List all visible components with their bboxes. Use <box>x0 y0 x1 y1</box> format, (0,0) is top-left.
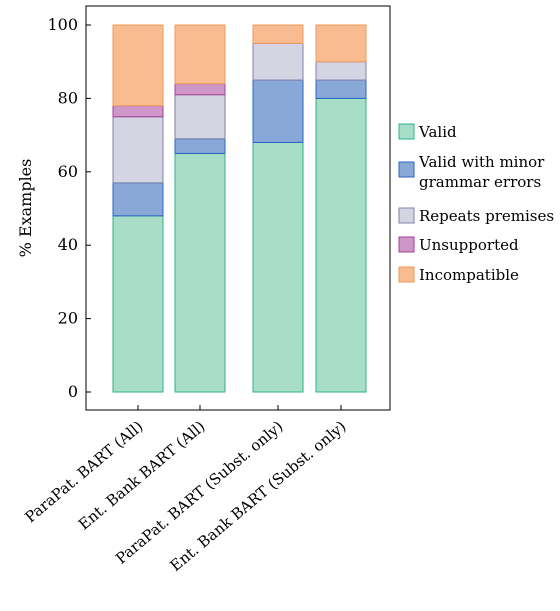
y-tick-label: 80 <box>58 88 78 107</box>
bar-segment-incompatible <box>252 24 304 44</box>
legend-label-valid-minor-grammar: Valid with minor grammar errors <box>418 153 545 191</box>
y-axis: 0 20 40 60 80 100 <box>47 15 91 401</box>
bar-segment-valid <box>315 97 367 393</box>
bar-segment-valid <box>174 152 226 393</box>
bar-segment-repeats-premises <box>252 42 304 81</box>
y-tick-label: 60 <box>58 162 78 181</box>
legend-swatch-incompatible <box>398 266 415 283</box>
bar-segment-valid <box>252 141 304 393</box>
plot-frame <box>85 5 391 411</box>
bar-segment-unsupported <box>112 105 164 118</box>
legend-label-repeats-premises: Repeats premises <box>419 207 554 225</box>
x-axis: ParaPat. BART (All)Ent. Bank BART (All)P… <box>21 405 350 575</box>
bars <box>112 24 367 393</box>
bar-segment-valid-minor-grammar <box>112 182 164 217</box>
x-tick-label: ParaPat. BART (All) <box>21 417 146 526</box>
bar-segment-valid-minor-grammar <box>315 79 367 99</box>
legend-swatch-valid <box>398 123 415 140</box>
legend-swatch-valid-minor-grammar <box>398 161 415 178</box>
y-axis-label: % Examples <box>16 159 35 258</box>
bar-segment-valid-minor-grammar <box>252 79 304 143</box>
y-tick-label: 0 <box>68 382 78 401</box>
bar-segment-incompatible <box>174 24 226 85</box>
bar-segment-repeats-premises <box>315 61 367 81</box>
bar-segment-incompatible <box>315 24 367 63</box>
bar-segment-repeats-premises <box>112 116 164 184</box>
legend: Valid Valid with minor grammar errors Repea… <box>398 123 554 284</box>
bar-segment-valid-minor-grammar <box>174 138 226 154</box>
legend-swatch-unsupported <box>398 236 415 253</box>
bar-segment-repeats-premises <box>174 94 226 140</box>
legend-swatch-repeats-premises <box>398 207 415 224</box>
y-tick-label: 40 <box>58 235 78 254</box>
y-tick-label: 20 <box>58 309 78 328</box>
bar-segment-unsupported <box>174 83 226 96</box>
bar-segment-valid <box>112 215 164 393</box>
legend-label-incompatible: Incompatible <box>419 266 519 284</box>
legend-label-valid: Valid <box>418 123 457 141</box>
y-tick-label: 100 <box>47 15 78 34</box>
bar-segment-incompatible <box>112 24 164 107</box>
legend-label-unsupported: Unsupported <box>419 236 519 254</box>
